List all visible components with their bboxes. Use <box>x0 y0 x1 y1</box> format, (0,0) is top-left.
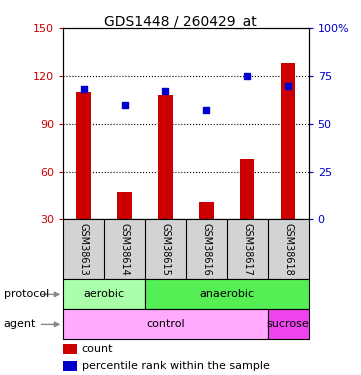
Text: sucrose: sucrose <box>267 320 310 329</box>
Bar <box>145 279 309 309</box>
Bar <box>268 309 309 339</box>
Text: GSM38614: GSM38614 <box>119 223 130 276</box>
Bar <box>63 279 145 309</box>
Point <box>81 86 87 92</box>
Bar <box>63 361 77 371</box>
Point <box>162 88 168 94</box>
Bar <box>63 344 77 354</box>
Point <box>122 102 127 108</box>
Text: protocol: protocol <box>4 290 49 299</box>
Text: agent: agent <box>4 320 36 329</box>
Text: GSM38613: GSM38613 <box>79 223 89 276</box>
Text: GSM38615: GSM38615 <box>160 223 170 276</box>
Text: count: count <box>82 344 113 354</box>
Point <box>204 107 209 113</box>
Bar <box>281 63 295 219</box>
Text: GSM38618: GSM38618 <box>283 223 293 276</box>
Text: aerobic: aerobic <box>83 290 125 299</box>
Text: control: control <box>146 320 185 329</box>
Point <box>244 73 250 79</box>
Bar <box>77 92 91 219</box>
Text: percentile rank within the sample: percentile rank within the sample <box>82 361 269 371</box>
Point <box>285 82 291 88</box>
Bar <box>199 202 214 219</box>
Bar <box>117 192 132 219</box>
Text: anaerobic: anaerobic <box>199 290 255 299</box>
Text: GDS1448 / 260429_at: GDS1448 / 260429_at <box>104 15 257 29</box>
Bar <box>240 159 255 219</box>
Text: GSM38617: GSM38617 <box>242 223 252 276</box>
Text: GSM38616: GSM38616 <box>201 223 212 276</box>
Bar <box>158 95 173 219</box>
Bar <box>63 309 268 339</box>
